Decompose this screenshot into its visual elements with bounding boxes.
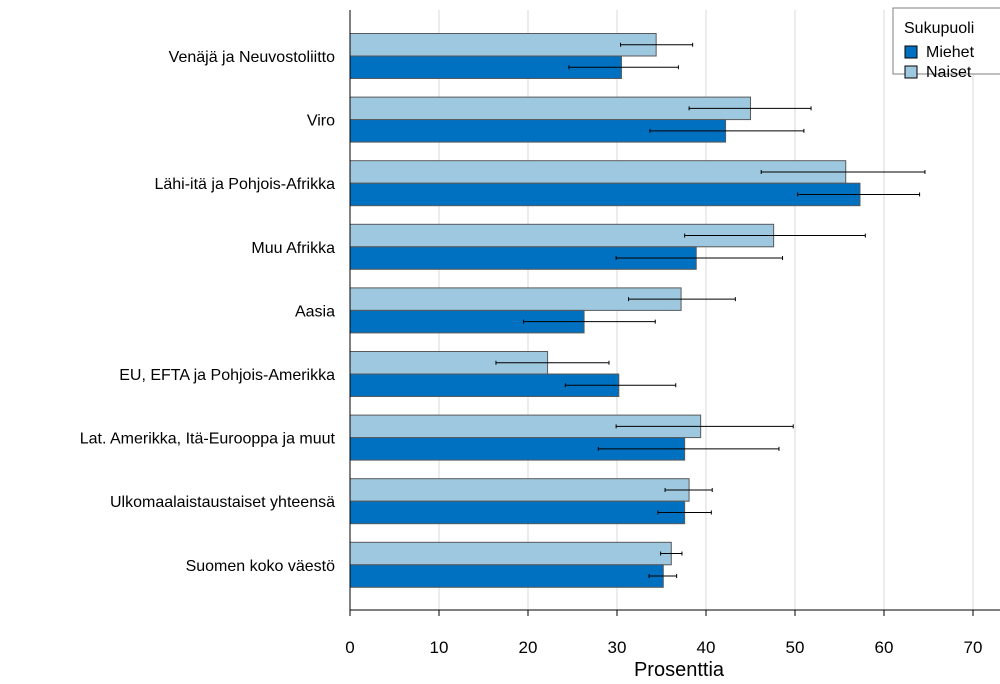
- category-labels: Venäjä ja Neuvostoliitto Viro Lähi-itä ja …: [80, 49, 336, 575]
- x-tick-label: 0: [345, 638, 354, 657]
- bar-miehet-suomen-koko-vaesto: [349, 564, 664, 588]
- x-tick-label: 70: [964, 638, 983, 657]
- legend-title: Sukupuoli: [904, 20, 974, 37]
- category-label-lahi-ita-ja-pohjois-afrikka: Lähi-itä ja Pohjois-Afrikka: [154, 176, 335, 193]
- legend-box: [892, 7, 1000, 75]
- category-label-ulkomaalaistaustaiset-yhteensa: Ulkomaalaistaustaiset yhteensä: [110, 494, 335, 511]
- legend-label-naiset: Naiset: [926, 64, 972, 81]
- bar-miehet-lahi-ita-ja-pohjois-afrikka: [349, 182, 861, 207]
- x-axis-title: Prosenttia: [634, 659, 725, 681]
- bar-naiset-suomen-koko-vaesto: [349, 541, 672, 566]
- legend-label-miehet: Miehet: [926, 44, 975, 61]
- bar-miehet-ulkomaalaistaustaiset-yhteensa: [349, 500, 686, 525]
- x-tick-label: 40: [697, 638, 716, 657]
- legend-swatch-naiset: [904, 65, 918, 79]
- x-tick-label: 60: [875, 638, 894, 657]
- category-label-venaja-ja-neuvostoliitto: Venäjä ja Neuvostoliitto: [169, 49, 335, 66]
- x-tick-label: 20: [519, 638, 538, 657]
- category-label-muu-afrikka: Muu Afrikka: [251, 240, 335, 257]
- category-label-viro: Viro: [307, 113, 335, 130]
- category-label-eu-efta-ja-pohjois-amerikka: EU, EFTA ja Pohjois-Amerikka: [119, 367, 335, 384]
- category-label-aasia: Aasia: [295, 303, 335, 320]
- x-tick-label: 30: [608, 638, 627, 657]
- bar-naiset-ulkomaalaistaustaiset-yhteensa: [349, 478, 690, 502]
- x-tick-label: 50: [786, 638, 805, 657]
- x-ticks: 0 10 20 30 40 50 60 70: [345, 610, 982, 657]
- category-label-suomen-koko-vaesto: Suomen koko väestö: [186, 558, 336, 575]
- x-axis: [349, 10, 1000, 611]
- error-bars: [495, 42, 926, 579]
- category-label-lat-amerikka-ita-eurooppa-ja-muut: Lat. Amerikka, Itä-Eurooppa ja muut: [80, 431, 336, 448]
- bar-naiset-venaja-ja-neuvostoliitto: [349, 33, 657, 57]
- x-tick-label: 10: [430, 638, 449, 657]
- legend-swatch-miehet: [904, 45, 918, 59]
- legend: Sukupuoli Miehet Naiset: [892, 7, 1000, 81]
- bars: [349, 33, 861, 588]
